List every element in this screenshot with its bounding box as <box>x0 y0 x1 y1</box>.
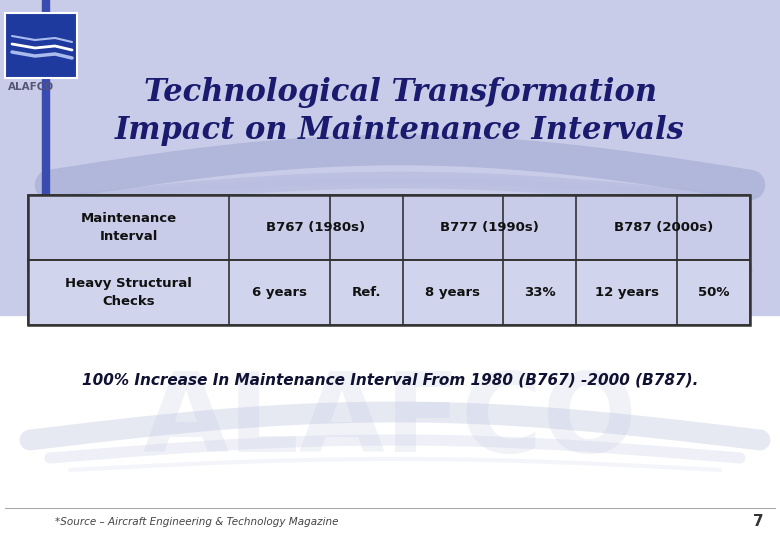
Text: Impact on Maintenance Intervals: Impact on Maintenance Intervals <box>115 114 685 145</box>
Bar <box>0 0 780 315</box>
Text: 33%: 33% <box>524 286 555 299</box>
Bar <box>28 195 750 260</box>
Text: 7: 7 <box>753 515 764 530</box>
Text: 6 years: 6 years <box>252 286 307 299</box>
Text: Maintenance
Interval: Maintenance Interval <box>80 212 176 243</box>
Text: Ref.: Ref. <box>352 286 381 299</box>
Text: 12 years: 12 years <box>594 286 658 299</box>
Text: *Source – Aircraft Engineering & Technology Magazine: *Source – Aircraft Engineering & Technol… <box>55 517 339 527</box>
Text: 8 years: 8 years <box>425 286 480 299</box>
Text: B787 (2000s): B787 (2000s) <box>614 221 713 234</box>
Text: ALAFCO: ALAFCO <box>143 368 637 476</box>
Bar <box>42 0 49 315</box>
Text: Heavy Structural
Checks: Heavy Structural Checks <box>65 277 192 308</box>
Text: 50%: 50% <box>697 286 729 299</box>
Text: Technological Transformation: Technological Transformation <box>144 77 657 107</box>
Bar <box>5 13 77 78</box>
Bar <box>28 195 750 325</box>
Text: ALAFCO: ALAFCO <box>8 82 54 92</box>
Text: 100% Increase In Maintenance Interval From 1980 (B767) -2000 (B787).: 100% Increase In Maintenance Interval Fr… <box>82 373 698 388</box>
Text: B777 (1990s): B777 (1990s) <box>440 221 539 234</box>
Bar <box>28 260 750 325</box>
Text: B767 (1980s): B767 (1980s) <box>266 221 366 234</box>
